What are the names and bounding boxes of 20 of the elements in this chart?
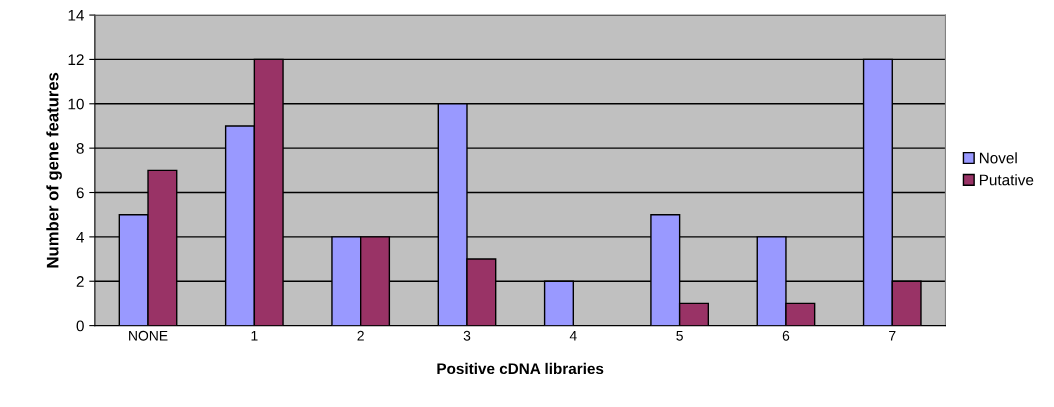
legend-label: Novel [979, 152, 1017, 164]
y-tick-label: 10 [68, 98, 84, 110]
y-axis-title: Number of gene features [46, 72, 62, 268]
x-tick-label: 6 [782, 330, 790, 341]
legend-label: Putative [979, 174, 1034, 186]
y-tick-label: 4 [76, 231, 84, 243]
x-tick-label: 2 [357, 330, 364, 341]
x-tick-label: 5 [676, 330, 683, 341]
x-tick-label: 1 [251, 330, 258, 341]
y-tick-label: 2 [76, 276, 84, 287]
x-tick-label: 7 [889, 330, 896, 341]
x-tick-label: 3 [463, 330, 471, 341]
x-axis-title: Positive cDNA libraries [437, 362, 604, 375]
y-tick-label: 12 [68, 54, 84, 65]
y-tick-label: 6 [76, 187, 84, 199]
x-tick-label: 4 [569, 330, 577, 341]
y-tick-label: 0 [76, 320, 84, 332]
y-tick-label: 8 [76, 143, 84, 154]
x-tick-label: NONE [129, 330, 168, 341]
y-tick-label: 14 [68, 10, 84, 21]
